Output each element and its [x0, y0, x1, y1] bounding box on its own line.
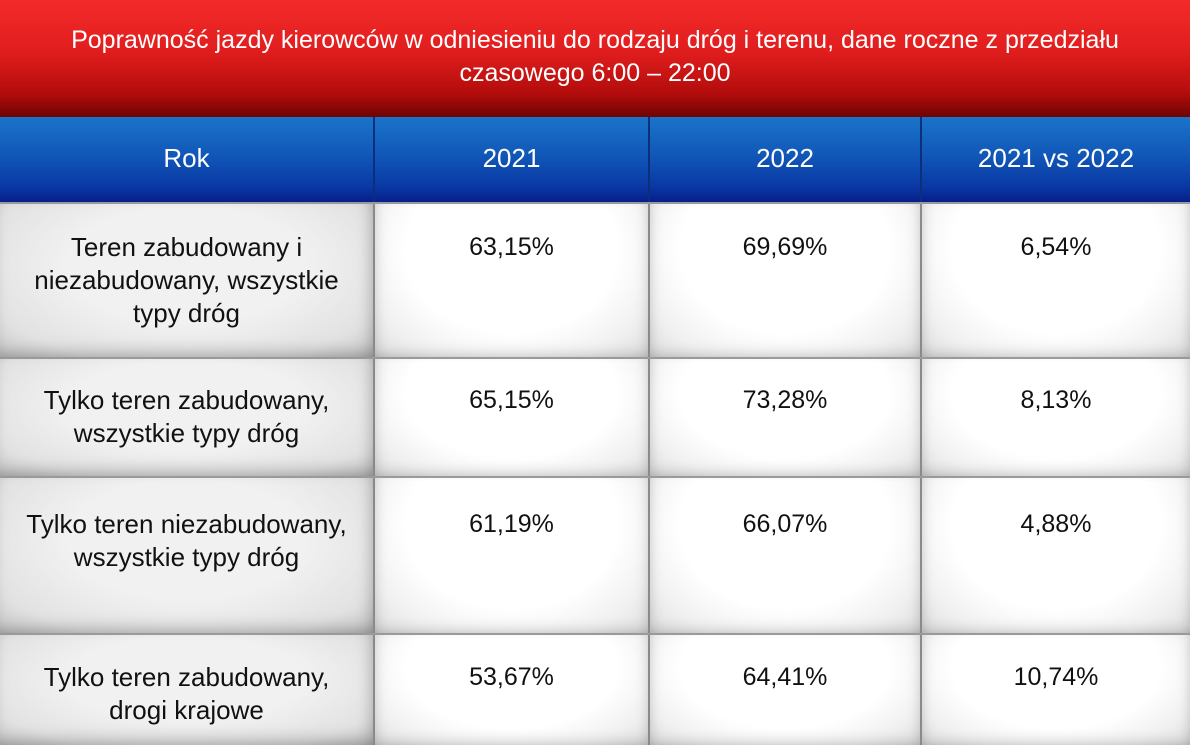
value-2022: 73,28% [650, 359, 922, 476]
header-2021: 2021 [375, 117, 650, 202]
row-label: Teren zabudowany i niezabudowany, wszyst… [0, 204, 375, 357]
table-title-band: Poprawność jazdy kierowców w odniesieniu… [0, 0, 1190, 117]
data-table: Rok 2021 2022 2021 vs 2022 Teren zabudow… [0, 117, 1190, 745]
header-row: Rok 2021 2022 2021 vs 2022 [0, 117, 1190, 202]
value-text: 61,19% [469, 510, 554, 538]
row-label-text: Tylko teren niezabudowany, wszystkie typ… [26, 509, 347, 572]
value-2022: 69,69% [650, 204, 922, 357]
table-row: Teren zabudowany i niezabudowany, wszyst… [0, 202, 1190, 357]
value-text: 63,15% [469, 233, 554, 261]
header-rok: Rok [0, 117, 375, 202]
value-2021: 53,67% [375, 635, 650, 745]
value-text: 73,28% [742, 386, 828, 414]
value-2021: 63,15% [375, 204, 650, 357]
value-2021: 65,15% [375, 359, 650, 476]
value-text: 53,67% [469, 663, 554, 691]
table-row: Tylko teren zabudowany, drogi krajowe 53… [0, 633, 1190, 745]
value-2021: 61,19% [375, 478, 650, 633]
value-diff: 10,74% [922, 635, 1190, 745]
table-title: Poprawność jazdy kierowców w odniesieniu… [71, 25, 1119, 87]
row-label: Tylko teren niezabudowany, wszystkie typ… [0, 478, 375, 633]
value-text: 65,15% [469, 386, 554, 414]
value-text: 69,69% [742, 233, 828, 261]
value-diff: 6,54% [922, 204, 1190, 357]
table-row: Tylko teren niezabudowany, wszystkie typ… [0, 476, 1190, 633]
value-text: 4,88% [1020, 510, 1092, 538]
value-text: 64,41% [742, 663, 828, 691]
header-2022: 2022 [650, 117, 922, 202]
value-text: 8,13% [1020, 386, 1092, 414]
value-2022: 66,07% [650, 478, 922, 633]
value-2022: 64,41% [650, 635, 922, 745]
value-text: 10,74% [1013, 663, 1099, 691]
table-row: Tylko teren zabudowany, wszystkie typy d… [0, 357, 1190, 476]
row-label-text: Tylko teren zabudowany, drogi krajowe [43, 662, 330, 725]
row-label: Tylko teren zabudowany, drogi krajowe [0, 635, 375, 745]
row-label-text: Teren zabudowany i niezabudowany, wszyst… [34, 232, 339, 328]
value-diff: 8,13% [922, 359, 1190, 476]
value-diff: 4,88% [922, 478, 1190, 633]
header-comparison: 2021 vs 2022 [922, 117, 1190, 202]
row-label: Tylko teren zabudowany, wszystkie typy d… [0, 359, 375, 476]
row-label-text: Tylko teren zabudowany, wszystkie typy d… [43, 385, 330, 448]
value-text: 6,54% [1020, 233, 1092, 261]
value-text: 66,07% [742, 510, 828, 538]
